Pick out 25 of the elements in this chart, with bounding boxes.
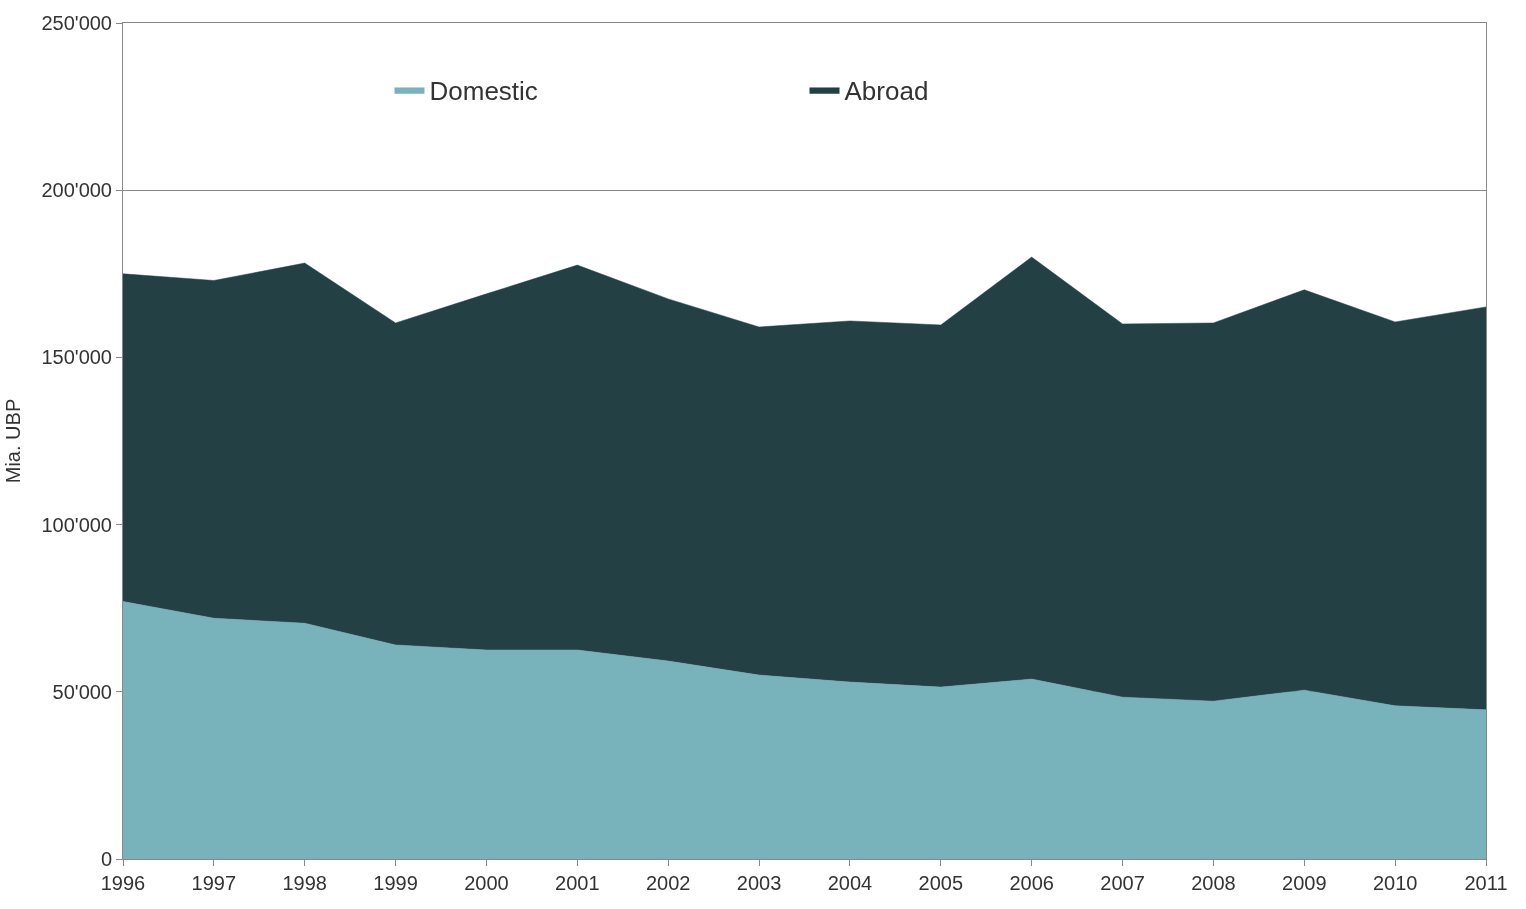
x-tick-label: 2003 [736, 872, 782, 894]
x-tick-label: 1996 [100, 872, 146, 894]
y-tick-label: 200'000 [41, 179, 112, 202]
legend-label: Domestic [429, 75, 538, 106]
x-tick-label: 2007 [1100, 872, 1145, 894]
x-tick-label: 2008 [1191, 872, 1236, 894]
x-tick-label: 2002 [645, 872, 691, 894]
x-tick-label: 2000 [464, 872, 509, 894]
x-tick-label: 2009 [1282, 872, 1327, 894]
x-tick-label: 2006 [1009, 872, 1054, 894]
y-tick-label: 250'000 [41, 12, 112, 34]
y-tick-label: 100'000 [41, 513, 112, 536]
x-tick-label: 1997 [191, 872, 237, 894]
x-tick-label: 2001 [555, 872, 600, 894]
y-tick-label: 150'000 [41, 346, 112, 369]
y-tick-label: 50'000 [52, 680, 112, 703]
x-tick-label: 2005 [918, 872, 964, 894]
x-tick-label: 2004 [827, 872, 873, 894]
y-axis-title: Mia. UBP [1, 398, 24, 484]
x-tick-label: 2010 [1372, 872, 1418, 894]
legend-label: Abroad [844, 75, 929, 106]
y-tick-label: 0 [100, 848, 112, 870]
x-tick-label: 1998 [282, 872, 327, 894]
x-tick-label: 2011 [1464, 872, 1508, 894]
x-tick-label: 1999 [373, 872, 418, 894]
